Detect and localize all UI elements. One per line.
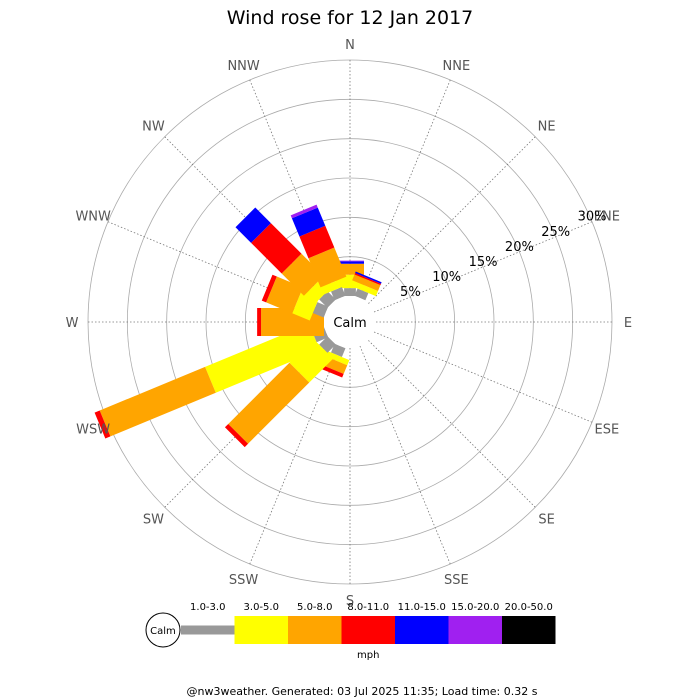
bar-wsw-bin-2 — [99, 366, 216, 437]
bar-nnw-bin-3 — [299, 225, 335, 259]
direction-label-nne: NNE — [443, 59, 471, 74]
direction-label-ne: NE — [538, 119, 556, 134]
calm-label: Calm — [333, 316, 366, 331]
bar-nnw-bin-5 — [290, 204, 318, 219]
bar-wnw-bin-3 — [261, 274, 277, 303]
legend-swatch-5 — [448, 616, 502, 644]
direction-label-ese: ESE — [594, 422, 619, 437]
legend-label-3: 8.0-11.0 — [347, 602, 389, 613]
grid-spoke-nne — [359, 79, 451, 299]
grid-spoke-ne — [368, 136, 536, 304]
legend-swatch-6 — [502, 616, 556, 644]
direction-label-n: N — [345, 38, 355, 53]
ring-label-1: 5% — [400, 285, 421, 300]
bar-nw-bin-4 — [235, 207, 271, 243]
bar-sw-bin-2 — [228, 362, 310, 444]
legend-swatch-4 — [395, 616, 449, 644]
direction-label-ene: ENE — [594, 210, 620, 225]
bar-nnw-bin-2 — [308, 247, 347, 288]
grid-spoke-ese — [373, 331, 593, 423]
grid-spoke-se — [368, 340, 536, 508]
legend-swatch-3 — [341, 616, 395, 644]
direction-label-sse: SSE — [444, 573, 469, 588]
footer: @nw3weather. Generated: 03 Jul 2025 11:3… — [187, 685, 538, 698]
direction-label-nnw: NNW — [227, 59, 259, 74]
bar-nne-bin-2 — [352, 274, 381, 291]
grid-ring — [205, 177, 495, 467]
legend-label-5: 15.0-20.0 — [451, 602, 499, 613]
grid-ring — [166, 138, 534, 506]
chart-title: Wind rose for 12 Jan 2017 — [227, 7, 474, 29]
bar-nne-bin-3 — [354, 273, 382, 286]
grid-ring — [244, 216, 456, 428]
bar-n-bin-4 — [336, 261, 364, 264]
direction-label-sw: SW — [143, 513, 164, 528]
bar-n-bin-0 — [344, 288, 356, 296]
grid-spoke-sse — [359, 345, 451, 565]
legend-swatch-0 — [181, 625, 235, 635]
bar-sw-bin-0 — [319, 336, 336, 353]
grid-spoke-ene — [373, 221, 593, 313]
bar-n-bin-5 — [336, 260, 364, 262]
bar-nw-bin-2 — [281, 253, 324, 296]
bar-nnw-bin-0 — [331, 287, 346, 301]
grid-spoke-ssw — [249, 345, 341, 565]
bar-nne-bin-0 — [354, 288, 369, 301]
bar-wsw-bin-1 — [205, 323, 320, 393]
bar-wnw-bin-0 — [312, 302, 329, 318]
legend-calm-circle — [145, 612, 181, 648]
legend-label-1: 3.0-5.0 — [244, 602, 279, 613]
bar-wsw-bin-3 — [94, 410, 111, 439]
bar-nw-bin-3 — [251, 223, 302, 274]
bar-ssw-bin-1 — [321, 349, 350, 366]
ring-label-6: 30% — [578, 210, 607, 225]
ring-label-4: 20% — [505, 240, 534, 255]
direction-label-s: S — [346, 594, 354, 609]
bar-nw-bin-0 — [319, 291, 336, 308]
bar-nnw-bin-1 — [320, 276, 350, 295]
direction-label-wsw: WSW — [76, 422, 110, 437]
legend-swatch-2 — [288, 616, 342, 644]
bar-nne-bin-4 — [355, 271, 382, 284]
legend-swatch-1 — [234, 616, 288, 644]
bar-ssw-bin-0 — [331, 343, 346, 357]
bar-nnw-bin-4 — [291, 207, 326, 237]
bar-w-bin-3 — [257, 308, 262, 336]
wind-bars — [94, 204, 382, 448]
direction-label-w: W — [66, 316, 79, 331]
ring-label-2: 10% — [432, 270, 461, 285]
bar-sw-bin-3 — [224, 423, 249, 448]
bar-sw-bin-1 — [289, 338, 334, 383]
bar-wnw-bin-2 — [266, 276, 303, 314]
legend-label-2: 5.0-8.0 — [297, 602, 332, 613]
legend-units: mph — [357, 650, 379, 661]
ring-label-3: 15% — [469, 255, 498, 270]
direction-label-se: SE — [538, 513, 554, 528]
direction-label-nw: NW — [142, 119, 165, 134]
legend-label-4: 11.0-15.0 — [398, 602, 446, 613]
legend-label-6: 20.0-50.0 — [505, 602, 553, 613]
legend-calm-label: Calm — [150, 626, 176, 637]
bar-nne-bin-1 — [350, 280, 378, 297]
ring-labels: 5% 10% 15% 20% 25% 30% — [400, 210, 606, 300]
ring-label-5: 25% — [541, 225, 570, 240]
direction-label-e: E — [624, 316, 632, 331]
direction-label-wnw: WNW — [75, 210, 111, 225]
direction-label-ssw: SSW — [229, 573, 259, 588]
direction-labels: N NNE NE ENE E ESE SE SSE S SSW SW WSW W WNW NW NNW — [66, 38, 633, 609]
calm-center: Calm — [324, 296, 376, 348]
legend: Calm 1.0-3.0 3.0-5.0 5.0-8.0 8.0-11.0 11.0-15… — [145, 602, 556, 661]
calm-circle — [324, 296, 376, 348]
legend-label-0: 1.0-3.0 — [190, 602, 225, 613]
